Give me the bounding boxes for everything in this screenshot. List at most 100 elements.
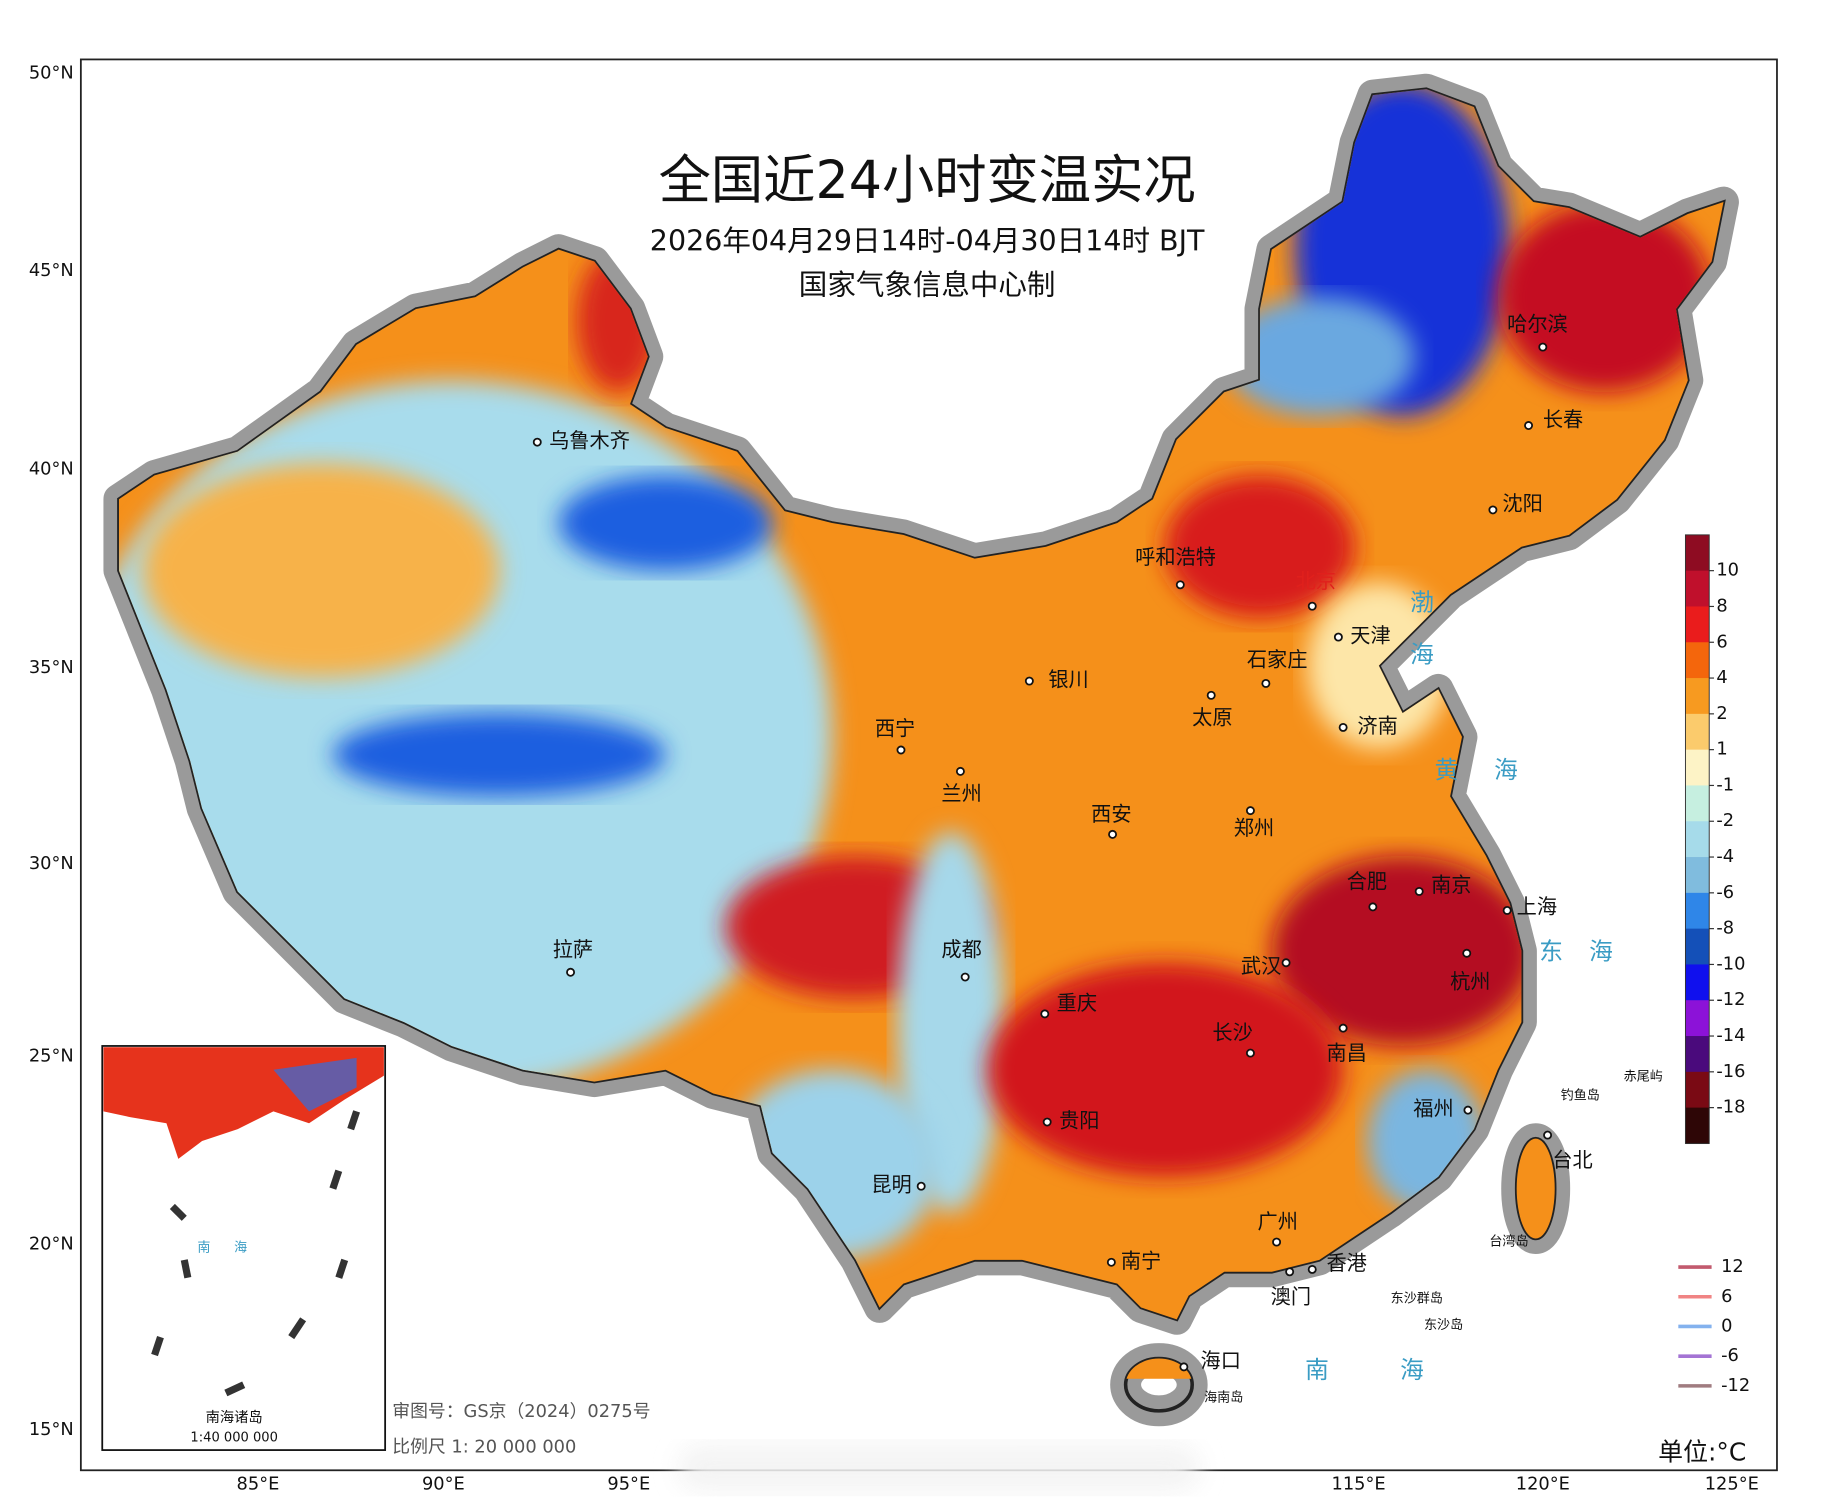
city-dot — [1285, 1267, 1295, 1277]
colorbar-label: -14 — [1716, 1025, 1745, 1046]
lat-tick-label: 35°N — [29, 657, 74, 678]
city-dot — [1175, 580, 1185, 590]
city-dot — [916, 1181, 926, 1191]
city-dot — [1307, 601, 1317, 611]
colorbar-swatch — [1685, 1107, 1710, 1145]
city-dot — [1462, 948, 1472, 958]
lon-tick-label: 115°E — [1332, 1474, 1386, 1495]
city-dot — [1414, 886, 1424, 896]
city-dot — [1524, 421, 1534, 430]
city-label: 太原 — [1192, 706, 1232, 730]
contour-legend: 12 6 0 -6 -12 — [1678, 1256, 1750, 1396]
city-label: 长沙 — [1212, 1021, 1252, 1045]
city-label: 天津 — [1350, 624, 1390, 648]
city-dot — [566, 967, 576, 977]
city-label: 沈阳 — [1502, 492, 1542, 516]
colorbar-swatch — [1685, 857, 1710, 894]
colorbar-label: -8 — [1716, 918, 1734, 939]
colorbar-swatch — [1685, 749, 1710, 787]
inset-title: 南海诸岛 — [206, 1409, 263, 1426]
city-label: 杭州 — [1450, 969, 1490, 993]
colorbar-swatch — [1685, 606, 1710, 643]
city-dot — [1040, 1009, 1050, 1019]
city-dot — [1333, 632, 1343, 642]
city-label: 西宁 — [875, 716, 915, 740]
contour-label: 12 — [1721, 1256, 1744, 1277]
city-dot — [1272, 1237, 1282, 1247]
sea-label: 东海 — [1539, 938, 1639, 966]
colorbar-swatch — [1685, 964, 1710, 1001]
lat-tick-label: 50°N — [29, 63, 74, 84]
colorbar-label: -12 — [1716, 989, 1745, 1010]
city-dot — [1368, 902, 1378, 912]
lat-tick-label: 30°N — [29, 853, 74, 874]
city-label: 哈尔滨 — [1507, 312, 1568, 336]
unit: 单位:°C — [1658, 1438, 1746, 1467]
city-label: 北京 — [1296, 569, 1336, 593]
city-label: 南昌 — [1326, 1041, 1366, 1065]
city-label: 福州 — [1413, 1097, 1453, 1121]
colorbar-swatch — [1685, 892, 1710, 930]
colorbar: 10 8 6 4 2 1 -1 -2 -4 -6 -8 -10 -12 -14 -16 -18 — [1684, 534, 1745, 1145]
city-dot — [1024, 676, 1034, 686]
place-label: 东沙群岛 — [1391, 1291, 1443, 1307]
colorbar-swatch — [1685, 534, 1710, 572]
city-dot — [896, 745, 906, 755]
colorbar-swatch — [1685, 713, 1710, 751]
city-dot — [1179, 1362, 1189, 1372]
lon-tick-label: 125°E — [1705, 1474, 1759, 1495]
city-dot — [1245, 806, 1255, 816]
place-label: 钓鱼岛 — [1561, 1087, 1600, 1103]
watermark — [677, 1444, 1201, 1492]
city-dot — [1108, 829, 1118, 839]
colorbar-label: 2 — [1716, 703, 1727, 724]
city-label: 郑州 — [1234, 816, 1274, 840]
city-label: 兰州 — [941, 782, 981, 806]
inset: 南海 南海诸岛 1:40 000 000 — [101, 1045, 387, 1451]
place-label: 东沙岛 — [1424, 1317, 1463, 1333]
lat-tick-label: 15°N — [29, 1419, 74, 1440]
inset-sea: 南海 — [197, 1240, 271, 1256]
lat-tick-label: 40°N — [29, 458, 74, 479]
colorbar-label: 1 — [1716, 739, 1727, 760]
place-label: 赤尾屿 — [1624, 1069, 1663, 1084]
colorbar-frame — [1684, 534, 1710, 1144]
city-dot — [955, 766, 965, 776]
lon-tick-label: 90°E — [422, 1474, 465, 1495]
city-label: 石家庄 — [1247, 647, 1308, 671]
colorbar-label: -16 — [1716, 1061, 1745, 1082]
city-label: 广州 — [1258, 1210, 1298, 1234]
city-label: 银川 — [1048, 668, 1088, 692]
city-label: 拉萨 — [553, 937, 593, 961]
city-label: 上海 — [1517, 895, 1557, 919]
colorbar-swatch — [1685, 1000, 1710, 1037]
colorbar-swatch — [1685, 678, 1710, 715]
colorbar-swatch — [1685, 821, 1710, 858]
lat-ticks: 50°N 45°N 40°N 35°N 30°N 25°N 20°N 15°N — [29, 63, 74, 1440]
colorbar-label: -10 — [1716, 953, 1745, 974]
city-label: 重庆 — [1057, 991, 1097, 1015]
colorbar-label: 6 — [1716, 631, 1727, 652]
lon-tick-label: 120°E — [1516, 1474, 1570, 1495]
sea-label: 黄海 — [1435, 756, 1554, 784]
colorbar-label: 4 — [1716, 667, 1727, 688]
lat-tick-label: 45°N — [29, 260, 74, 281]
city-label: 南京 — [1431, 873, 1471, 897]
city-dot — [1106, 1257, 1116, 1267]
colorbar-swatch — [1685, 570, 1710, 608]
city-label: 长春 — [1543, 407, 1583, 431]
city-dot — [1338, 1023, 1348, 1033]
city-dot — [1245, 1048, 1255, 1058]
colorbar-label: -4 — [1716, 846, 1734, 867]
city-dot — [1538, 342, 1548, 352]
city-label: 呼和浩特 — [1135, 545, 1216, 569]
city-label: 成都 — [941, 937, 981, 961]
city-label: 昆明 — [871, 1173, 911, 1197]
colorbar-label: 8 — [1716, 595, 1727, 616]
inset-scale: 1:40 000 000 — [190, 1431, 278, 1446]
lat-tick-label: 25°N — [29, 1046, 74, 1067]
city-dot — [1261, 678, 1271, 688]
lat-tick-label: 20°N — [29, 1233, 74, 1254]
city-dot — [960, 972, 970, 982]
colorbar-label: -1 — [1716, 774, 1734, 795]
